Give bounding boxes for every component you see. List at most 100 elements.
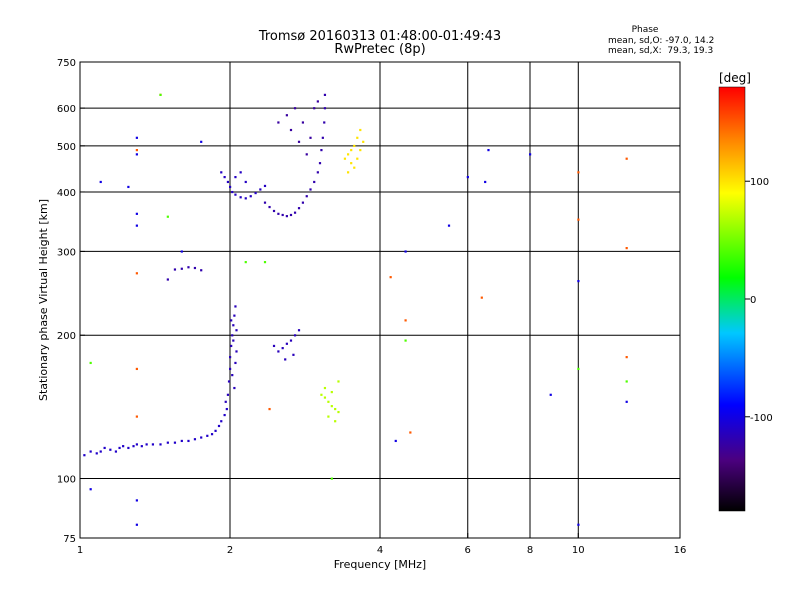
data-point (135, 523, 138, 526)
data-point (404, 250, 407, 253)
data-point (356, 136, 359, 139)
data-point (127, 185, 130, 189)
data-point (394, 439, 397, 443)
data-point (89, 488, 92, 491)
data-point (200, 436, 203, 439)
data-point (577, 218, 580, 221)
data-point (99, 450, 102, 453)
data-point (103, 446, 106, 450)
data-point (99, 180, 102, 184)
x-tick-label: 1 (77, 545, 83, 556)
data-point (226, 393, 230, 396)
y-axis-ticks: 75 100 200 300 400 500 600 750 (57, 58, 85, 545)
data-point (577, 367, 580, 371)
data-point (529, 153, 532, 156)
data-point (224, 400, 227, 403)
colorbar-tick-label: 100 (750, 177, 769, 188)
data-point (114, 450, 118, 453)
data-point (159, 443, 162, 446)
colorbar-tick-label: -100 (750, 413, 773, 424)
data-point (210, 433, 214, 436)
data-point (200, 140, 203, 143)
data-point (301, 121, 305, 124)
data-point (214, 429, 217, 432)
y-tick-label: 200 (57, 331, 76, 342)
data-point (625, 157, 628, 160)
data-point (327, 415, 330, 418)
stats-heading: Phase (632, 25, 659, 35)
data-point (132, 445, 135, 448)
data-point (343, 157, 347, 160)
chart-subtitle: RwPretec (8p) (334, 42, 425, 57)
data-point (232, 339, 235, 342)
colorbar-tick-label: 0 (750, 295, 756, 306)
data-point (233, 386, 236, 390)
x-tick-label: 16 (674, 545, 687, 556)
data-point (135, 224, 138, 227)
data-point (200, 269, 203, 272)
data-point (234, 175, 237, 179)
data-points (83, 93, 628, 526)
data-point (249, 195, 252, 198)
data-point (180, 439, 183, 443)
data-point (135, 272, 138, 275)
data-point (321, 136, 324, 139)
data-point (95, 452, 98, 455)
data-point (323, 121, 326, 124)
data-point (173, 441, 177, 444)
data-point (330, 405, 333, 408)
data-point (226, 180, 230, 184)
y-tick-label: 300 (57, 247, 76, 258)
data-point (217, 424, 221, 428)
data-point (285, 114, 288, 117)
data-point (350, 148, 353, 152)
data-point (127, 446, 130, 450)
data-point (285, 215, 288, 218)
data-point (232, 324, 235, 327)
data-point (409, 431, 412, 434)
data-point (118, 446, 121, 450)
data-point (254, 191, 257, 195)
data-point (235, 350, 238, 353)
y-tick-label: 400 (57, 188, 76, 199)
data-point (289, 213, 293, 217)
data-point (487, 148, 490, 152)
data-point (297, 329, 301, 332)
data-point (356, 157, 359, 160)
data-point (234, 193, 237, 196)
data-point (320, 393, 323, 396)
data-point (135, 367, 138, 371)
x-tick-label: 4 (377, 545, 383, 556)
data-point (330, 477, 333, 480)
x-tick-label: 2 (227, 545, 233, 556)
data-point (263, 201, 267, 204)
data-point (353, 166, 356, 169)
data-point (230, 319, 233, 322)
data-point (225, 407, 228, 411)
data-point (293, 107, 297, 110)
data-point (337, 380, 340, 383)
data-point (466, 175, 469, 179)
data-point (323, 93, 327, 96)
y-tick-label: 500 (57, 142, 76, 153)
data-point (234, 305, 237, 308)
data-point (244, 197, 247, 200)
data-point (263, 261, 267, 264)
data-point (323, 107, 327, 110)
data-point (316, 100, 319, 103)
data-point (281, 213, 284, 217)
data-point (135, 148, 138, 152)
data-point (272, 209, 276, 213)
data-point (337, 410, 340, 414)
data-point (334, 420, 337, 423)
data-point (316, 171, 319, 174)
data-point (229, 185, 232, 189)
y-tick-label: 600 (57, 104, 76, 115)
data-point (277, 212, 280, 215)
data-point (293, 211, 297, 214)
data-point (313, 107, 316, 110)
data-point (180, 267, 183, 270)
data-point (292, 353, 295, 356)
data-point (231, 334, 234, 337)
